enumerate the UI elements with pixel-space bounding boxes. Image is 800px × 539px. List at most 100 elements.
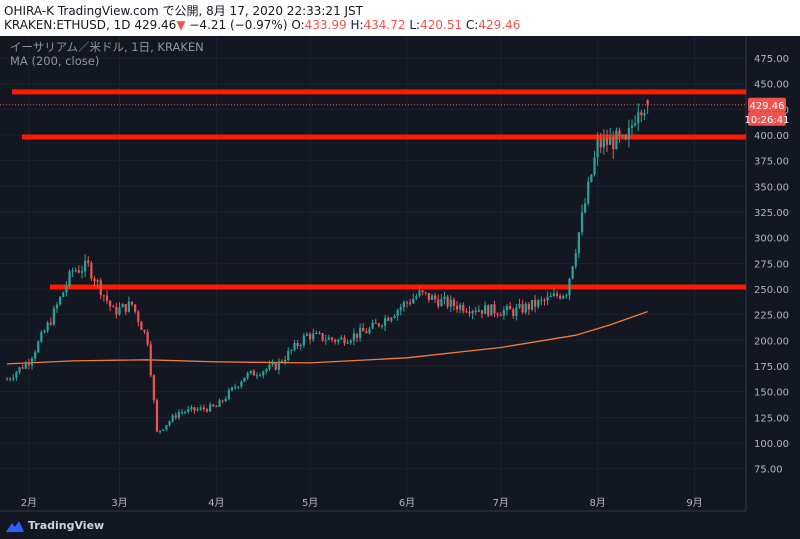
candle-body	[5, 379, 9, 381]
y-tick-label: 350.00	[754, 182, 789, 193]
publish-info: OHIRA-K TradingView.com で公開, 8月 17, 2020…	[4, 4, 364, 18]
close-label: C:	[465, 18, 479, 32]
candles	[5, 99, 649, 435]
candle-body	[640, 112, 643, 116]
candle-body	[374, 322, 377, 324]
price-change: −4.21 (−0.97%)	[189, 18, 288, 32]
candle-body	[137, 311, 140, 322]
y-tick-label: 400.00	[754, 131, 789, 142]
candle-body	[84, 260, 87, 272]
candle-body	[377, 323, 380, 326]
candle-body	[621, 135, 624, 137]
candle-body	[443, 296, 446, 299]
candle-body	[171, 415, 174, 422]
candle-body	[124, 304, 127, 312]
candle-body	[505, 305, 509, 311]
candle-body	[424, 292, 427, 294]
candle-body	[80, 271, 84, 273]
y-tick-label: 75.00	[754, 465, 783, 476]
candle-body	[271, 363, 274, 365]
candle-body	[484, 305, 487, 314]
candle-body	[399, 307, 402, 311]
candle-body	[43, 331, 46, 333]
y-tick-label: 250.00	[754, 285, 789, 296]
candle-body	[562, 295, 565, 299]
candle-body	[552, 293, 555, 297]
candle-body	[477, 310, 480, 312]
candle-body	[318, 332, 321, 334]
candle-body	[340, 337, 343, 340]
candle-body	[577, 232, 580, 254]
candle-body	[134, 304, 137, 312]
candle-body	[262, 371, 265, 376]
candle-body	[277, 360, 280, 370]
candle-body	[55, 304, 59, 309]
candle-body	[440, 298, 443, 307]
grid	[0, 36, 746, 511]
y-tick-label: 325.00	[754, 208, 789, 219]
candle-body	[255, 375, 259, 377]
candle-body	[365, 331, 368, 334]
candle-body	[380, 325, 384, 327]
candle-body	[90, 262, 93, 279]
candle-body	[452, 299, 455, 306]
candle-body	[459, 304, 462, 310]
candle-body	[209, 404, 212, 412]
candle-body	[309, 334, 312, 340]
candle-body	[530, 300, 534, 310]
candle-body	[402, 302, 405, 308]
candle-body	[121, 304, 124, 308]
candle-body	[327, 337, 330, 340]
candle-body	[62, 292, 65, 297]
candle-body	[543, 299, 546, 301]
candle-body	[71, 270, 74, 272]
candle-body	[549, 296, 552, 298]
candle-body	[434, 295, 437, 300]
candle-body	[321, 333, 324, 341]
candle-body	[215, 406, 218, 408]
candle-body	[487, 305, 490, 316]
candle-body	[518, 304, 521, 308]
candle-body	[643, 112, 646, 116]
candle-body	[21, 367, 24, 369]
brand[interactable]: TradingView	[6, 519, 104, 532]
candle-body	[212, 404, 215, 407]
candle-body	[199, 407, 202, 410]
candle-body	[612, 137, 615, 150]
header-bar: OHIRA-K TradingView.com で公開, 8月 17, 2020…	[0, 0, 800, 36]
open-value: 433.99	[304, 18, 347, 32]
price-tag	[748, 97, 786, 112]
candle-body	[27, 362, 30, 366]
candle-body	[630, 125, 634, 128]
candle-body	[540, 299, 543, 301]
y-tick-label: 375.00	[754, 157, 789, 168]
candle-body	[284, 359, 287, 362]
candle-body	[412, 298, 415, 304]
candle-body	[371, 322, 374, 329]
candle-body	[193, 407, 196, 411]
price-tag-label: 429.46	[750, 101, 785, 112]
candle-body	[627, 127, 630, 140]
indicator-label: MA (200, close)	[10, 54, 100, 68]
candle-body	[430, 295, 434, 300]
candle-body	[252, 370, 255, 376]
candle-body	[593, 157, 596, 175]
candle-body	[15, 372, 18, 378]
candle-body	[268, 364, 271, 370]
x-tick-label: 2月	[21, 497, 37, 509]
candle-body	[493, 304, 496, 314]
candle-body	[12, 377, 15, 379]
candle-body	[355, 333, 359, 338]
tradingview-logo-icon	[6, 520, 24, 532]
candle-body	[609, 137, 612, 145]
candle-body	[602, 138, 605, 148]
candle-body	[405, 302, 409, 304]
candle-body	[580, 212, 584, 233]
candle-body	[624, 135, 627, 140]
candle-body	[174, 415, 177, 418]
y-tick-label: 275.00	[754, 259, 789, 270]
candle-body	[168, 421, 171, 426]
candle-body	[187, 408, 190, 412]
candle-body	[546, 296, 549, 301]
